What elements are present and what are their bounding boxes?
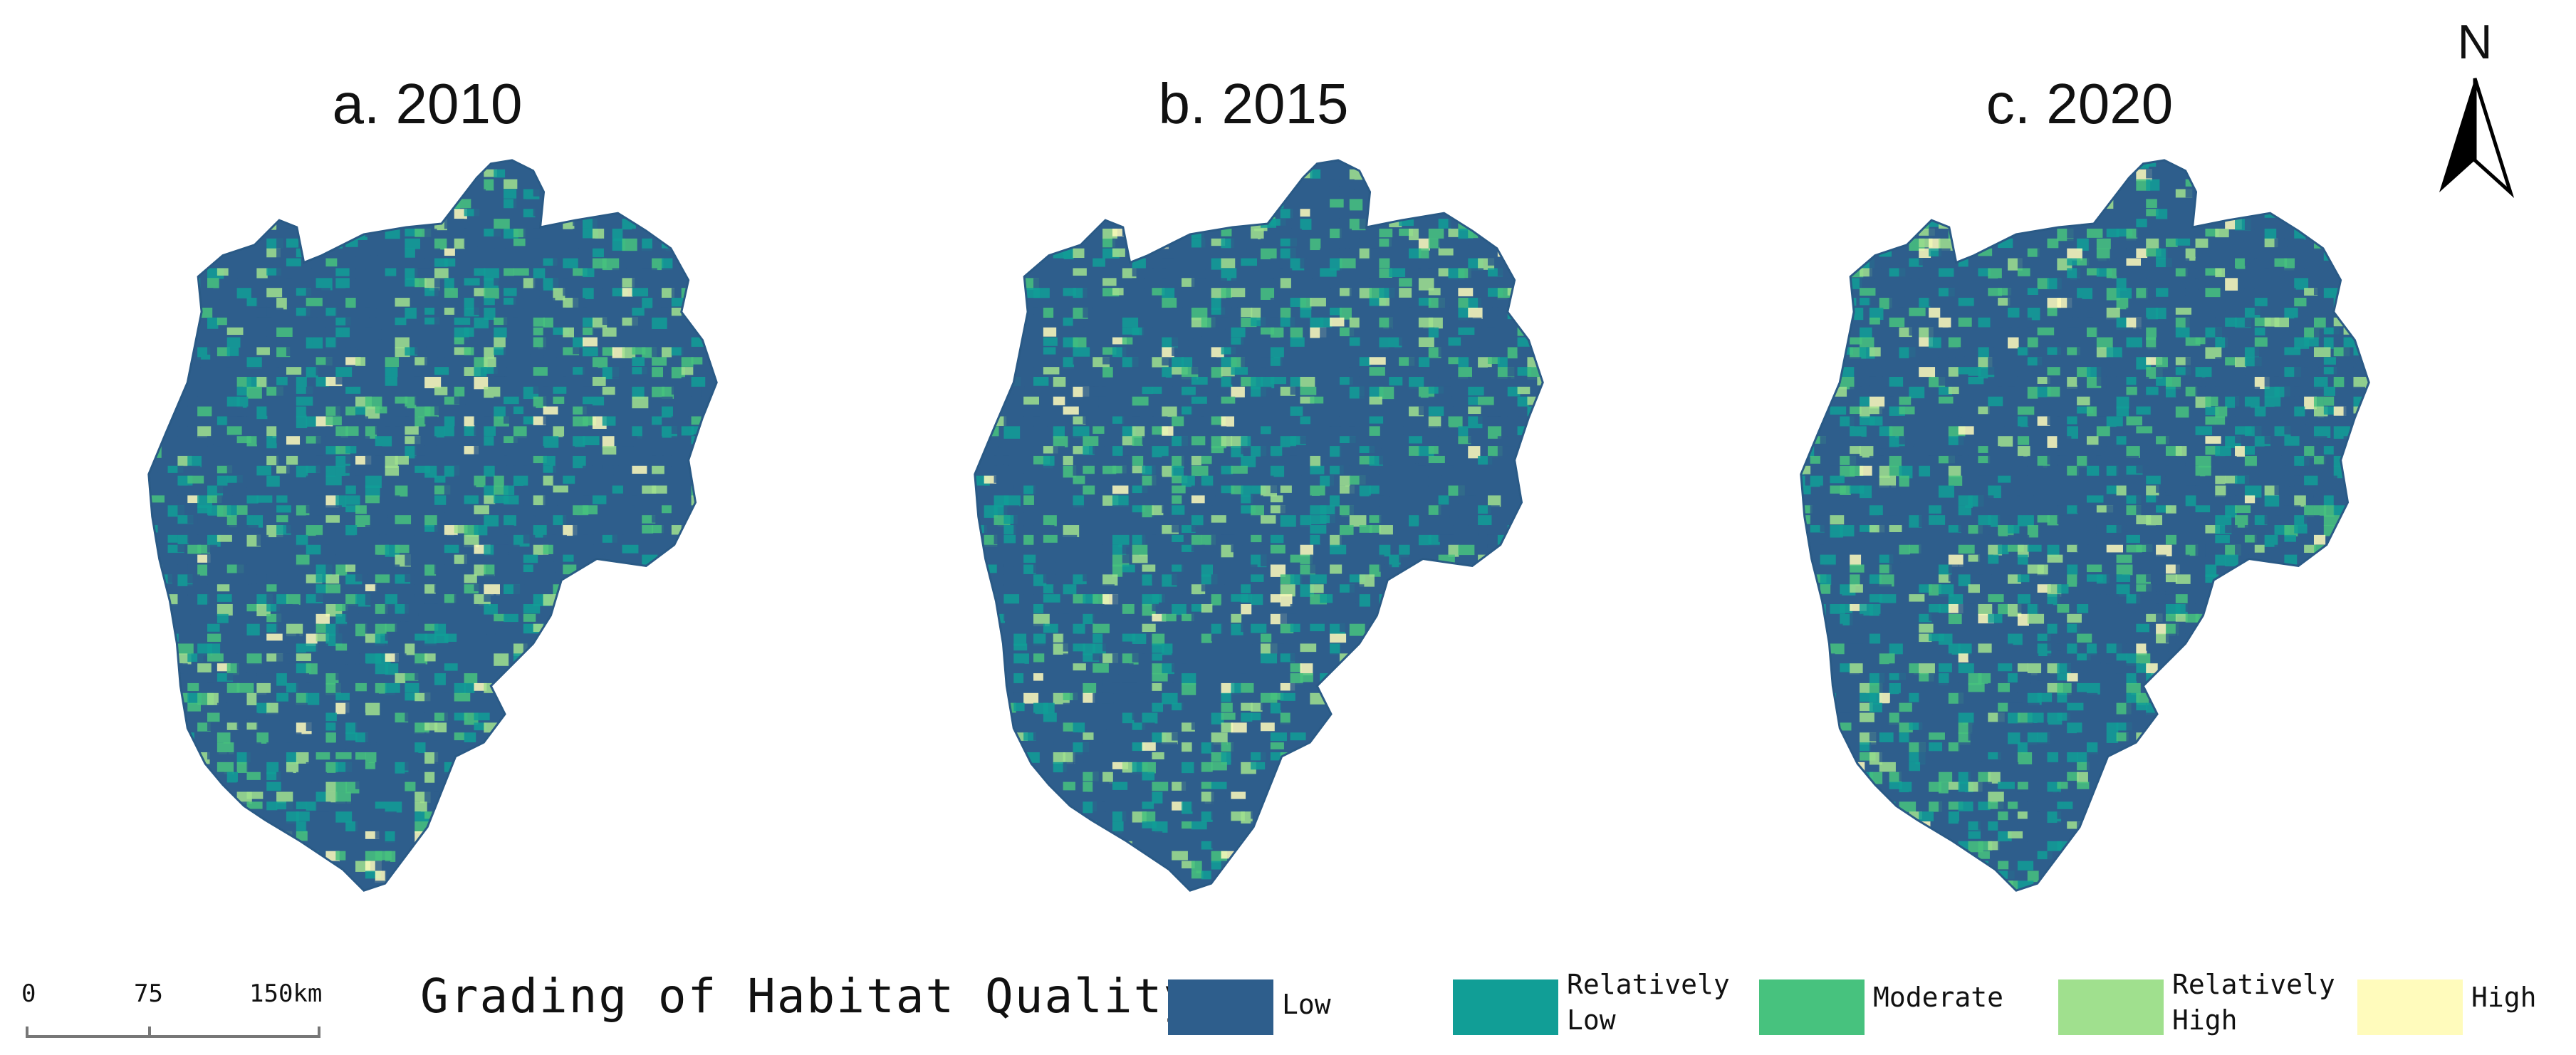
map-title-2015: b. 2015 — [1158, 72, 1349, 135]
north-arrow-icon — [2439, 78, 2515, 198]
legend-swatch-high — [2357, 979, 2463, 1035]
map-panel-2020 — [1738, 150, 2436, 905]
north-arrow: N — [2421, 14, 2528, 207]
scale-tick-150km: 150km — [249, 979, 323, 1008]
legend-label-relatively-high: Relatively High — [2172, 969, 2335, 1036]
north-label: N — [2457, 15, 2493, 69]
legend-label-low: Low — [1282, 989, 1331, 1020]
legend-swatch-moderate — [1759, 979, 1865, 1035]
map-panel-2015 — [912, 150, 1610, 905]
habitat-map-2010 — [147, 159, 718, 892]
map-title-2020: c. 2020 — [1986, 72, 2174, 135]
legend-label-moderate: Moderate — [1873, 982, 2004, 1013]
legend-label-high: High — [2471, 982, 2537, 1013]
habitat-map-2020 — [1800, 159, 2370, 892]
legend-swatch-relatively-high — [2058, 979, 2164, 1035]
legend-swatch-relatively-low — [1453, 979, 1558, 1035]
scale-bar-line — [26, 1027, 320, 1038]
legend-title: Grading of Habitat Quality — [420, 969, 1194, 1024]
legend-label-relatively-low: Relatively Low — [1567, 969, 1730, 1036]
map-title-2010: a. 2010 — [332, 72, 523, 135]
map-panel-2010 — [85, 150, 783, 905]
scale-tick-75: 75 — [134, 979, 163, 1008]
scale-tick-0: 0 — [21, 979, 36, 1008]
scale-bar: 0 75 150km — [21, 979, 349, 1051]
habitat-map-2015 — [974, 159, 1544, 892]
legend-swatch-low — [1168, 979, 1273, 1035]
